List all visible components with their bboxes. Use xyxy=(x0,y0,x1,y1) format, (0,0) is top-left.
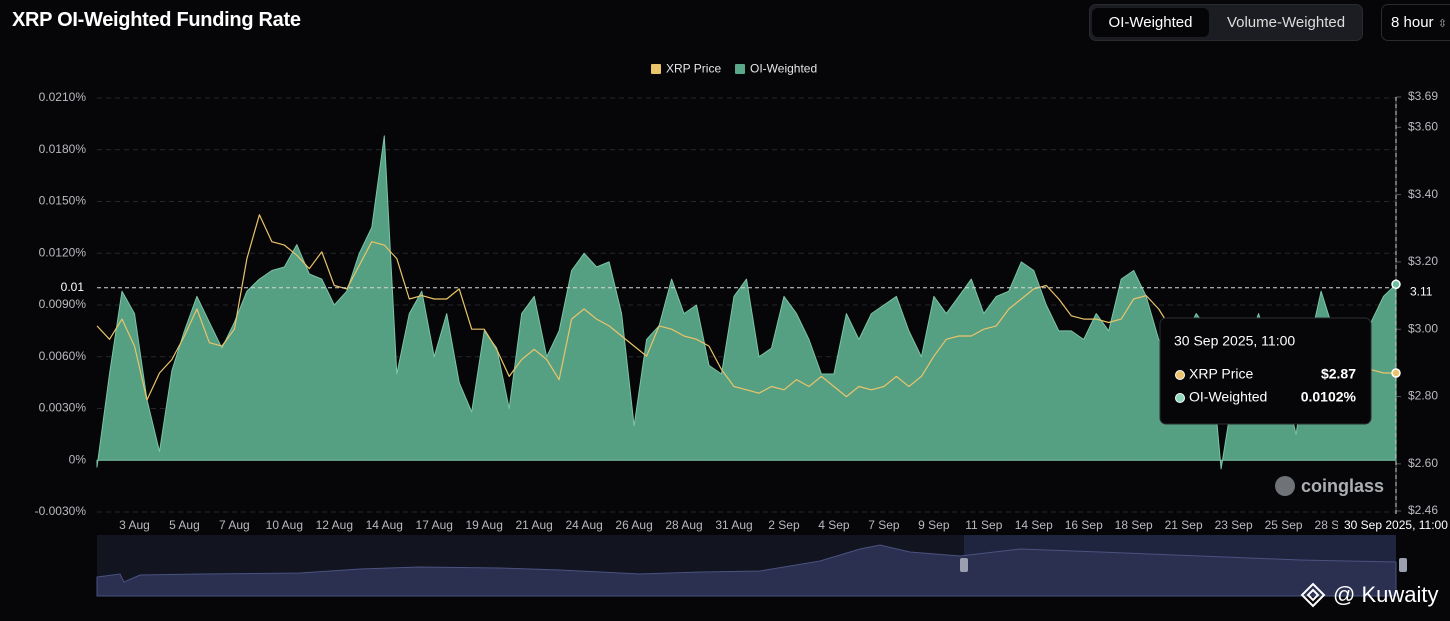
y-tick-label: 0% xyxy=(69,452,87,466)
x-tick-label: 19 Aug xyxy=(466,518,503,532)
y2-tick-label: $2.80 xyxy=(1408,389,1438,403)
y-tick-label: 0.0180% xyxy=(39,142,87,156)
crosshair-y2-label: 3.11 xyxy=(1410,284,1433,298)
end-marker xyxy=(1391,368,1401,378)
tooltip-bg xyxy=(1159,317,1372,425)
tooltip-dot xyxy=(1175,370,1185,380)
toggle-option[interactable]: OI-Weighted xyxy=(1092,8,1209,37)
tooltip-value: 0.0102% xyxy=(1301,389,1357,405)
y-tick-label: -0.0030% xyxy=(35,504,87,518)
tooltip-name: XRP Price xyxy=(1189,366,1254,382)
legend-swatch xyxy=(651,64,661,74)
x-tick-label: 10 Aug xyxy=(266,518,303,532)
y-tick-label: 0.0120% xyxy=(39,245,87,259)
y2-tick-label: $3.00 xyxy=(1408,321,1438,335)
x-tick-label: 7 Aug xyxy=(219,518,250,532)
y-tick-label: 0.0030% xyxy=(39,401,87,415)
tooltip-dot xyxy=(1175,393,1185,403)
x-tick-label: 11 Sep xyxy=(965,518,1002,532)
crosshair-label-bg xyxy=(1398,284,1448,301)
end-marker xyxy=(1391,279,1401,290)
x-tick-label: 14 Sep xyxy=(1015,518,1053,532)
weight-toggle: OI-Weighted Volume-Weighted xyxy=(1089,4,1363,41)
watermark-icon xyxy=(1275,476,1295,496)
chart-title: XRP OI-Weighted Funding Rate xyxy=(12,9,301,31)
x-tick-label: 3 Aug xyxy=(119,518,150,532)
tooltip-title: 30 Sep 2025, 11:00 xyxy=(1174,333,1295,349)
x-tick-label: 12 Aug xyxy=(316,518,353,532)
y2-tick-label: $3.69 xyxy=(1408,89,1438,103)
x-tick-label: 24 Aug xyxy=(565,518,602,532)
watermark-text: coinglass xyxy=(1301,476,1384,496)
x-tick-label: 31 Aug xyxy=(715,518,752,532)
watermark: coinglass xyxy=(1275,476,1384,496)
navigator-handle[interactable] xyxy=(960,558,968,572)
credit: @ Kuwaity xyxy=(1300,582,1438,608)
x-tick-label: 18 Sep xyxy=(1115,518,1153,532)
x-tick-label: 9 Sep xyxy=(918,518,950,532)
credit-text: @ Kuwaity xyxy=(1333,582,1438,607)
x-tick-label: 14 Aug xyxy=(366,518,403,532)
toggle-option[interactable]: Volume-Weighted xyxy=(1226,14,1346,31)
y-tick-label: 0.0060% xyxy=(39,349,87,363)
crosshair-label-bg xyxy=(38,279,88,296)
x-tick-label: 28 Aug xyxy=(665,518,702,532)
x-tick-label: 4 Sep xyxy=(818,518,850,532)
chevron: ⇳ xyxy=(1437,18,1447,30)
x-tick-label: 16 Sep xyxy=(1065,518,1103,532)
area xyxy=(96,135,1397,470)
legend-label: OI-Weighted xyxy=(750,62,817,76)
crosshair-label-bg xyxy=(1338,517,1450,534)
x-tick-label: 2 Sep xyxy=(768,518,800,532)
x-tick-label: 7 Sep xyxy=(868,518,900,532)
legend-label: XRP Price xyxy=(666,62,721,76)
y-tick-label: 0.0090% xyxy=(39,297,87,311)
x-tick-label: 17 Aug xyxy=(416,518,453,532)
x-tick-label: 23 Sep xyxy=(1215,518,1253,532)
crosshair-x-label: 30 Sep 2025, 11:00 xyxy=(1344,518,1448,532)
y2-tick-label: $2.60 xyxy=(1408,456,1438,470)
tooltip-value: $2.87 xyxy=(1321,366,1356,382)
navigator-line xyxy=(96,544,1397,597)
credit-icon xyxy=(1300,582,1326,608)
interval-label: 8 hour xyxy=(1391,14,1434,31)
crosshair-y-label: 0.01 xyxy=(61,280,85,294)
y2-tick-label: $3.60 xyxy=(1408,119,1438,133)
x-tick-label: 25 Sep xyxy=(1265,518,1303,532)
y-tick-label: 0.0210% xyxy=(39,90,87,104)
x-tick-label: 21 Sep xyxy=(1165,518,1203,532)
tooltip-name: OI-Weighted xyxy=(1189,389,1267,405)
y2-tick-label: $2.46 xyxy=(1408,503,1438,517)
y-tick-label: 0.0150% xyxy=(39,194,87,208)
x-tick-label: 26 Aug xyxy=(615,518,652,532)
interval-select[interactable]: 8 hour ⇳ xyxy=(1381,4,1450,41)
x-tick-label: 21 Aug xyxy=(515,518,552,532)
tooltip: 30 Sep 2025, 11:00 XRP Price $2.87 OI-Weigh… xyxy=(1159,317,1372,425)
navigator-handle[interactable] xyxy=(1399,558,1407,572)
x-tick-label: 5 Aug xyxy=(169,518,200,532)
y2-tick-label: $3.20 xyxy=(1408,254,1438,268)
legend-swatch xyxy=(735,64,745,74)
y2-tick-label: $3.40 xyxy=(1408,187,1438,201)
